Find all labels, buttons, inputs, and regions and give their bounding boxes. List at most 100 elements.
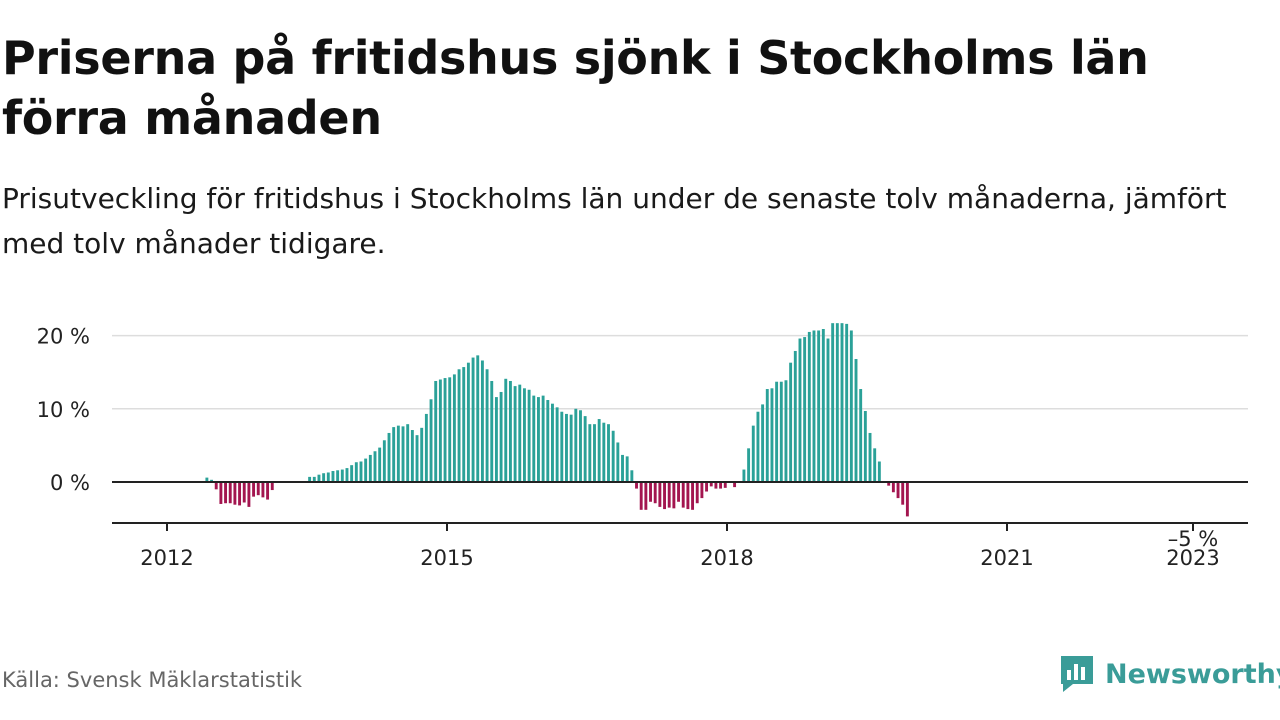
bar [340, 469, 344, 482]
bar [854, 359, 858, 482]
bar [672, 482, 676, 509]
bar [597, 419, 601, 482]
bar [686, 482, 690, 510]
bar [518, 384, 522, 482]
bar [532, 395, 536, 482]
bar [499, 391, 503, 482]
bar [905, 482, 909, 517]
y-tick-label: 20 % [37, 325, 90, 349]
bar [714, 482, 718, 489]
bar [345, 468, 349, 482]
bar [630, 470, 634, 482]
bar [901, 482, 905, 505]
bar [821, 329, 825, 482]
bar [751, 425, 755, 482]
bar [635, 482, 638, 489]
bar [224, 482, 228, 504]
bar [410, 430, 414, 482]
bar [350, 465, 354, 482]
bar [537, 397, 540, 482]
bar [803, 337, 807, 482]
bar [485, 369, 489, 482]
bar [373, 451, 377, 482]
bar [877, 461, 881, 482]
brand-name: Newsworthy [1105, 658, 1280, 690]
bar [308, 476, 312, 482]
bar [812, 330, 816, 482]
bar [695, 482, 699, 504]
chart-subtitle: Prisutveckling för fritidshus i Stockhol… [2, 182, 1227, 260]
bar [826, 338, 830, 482]
y-tick-label: 10 % [37, 398, 90, 422]
bar [639, 482, 643, 510]
bar [359, 461, 363, 482]
bar [415, 435, 419, 482]
bar [396, 425, 400, 482]
bar [261, 482, 265, 498]
bar [807, 331, 811, 482]
bar [863, 410, 867, 482]
newsworthy-logo-icon [1061, 656, 1093, 692]
bar [896, 482, 900, 499]
bar [551, 403, 554, 482]
bar [593, 424, 596, 482]
bar [667, 482, 671, 508]
bar [364, 458, 368, 482]
bar [761, 404, 765, 482]
bar [471, 357, 475, 482]
bar [831, 323, 835, 482]
bar [527, 389, 531, 482]
bar [756, 411, 760, 482]
bar [574, 408, 578, 482]
x-axis-labels: 2012 2015 2018 2021 2023 [140, 546, 1219, 570]
bar [859, 389, 863, 482]
x-axis-ticks [166, 523, 1194, 531]
bar [368, 454, 372, 482]
bar [583, 416, 587, 482]
bar [700, 482, 704, 499]
bar [625, 456, 629, 482]
brand-logo: Newsworthy [1059, 654, 1280, 694]
bar [326, 472, 330, 482]
bar [616, 442, 620, 482]
bar [448, 377, 452, 482]
bar [644, 482, 648, 510]
bar [588, 424, 592, 482]
bar [569, 414, 573, 482]
bar [677, 482, 680, 502]
bar [354, 462, 358, 482]
bar [429, 399, 433, 482]
bar [719, 482, 723, 489]
bar [322, 473, 326, 482]
bar [266, 482, 270, 500]
bar [849, 330, 853, 482]
bar [691, 482, 695, 510]
bar [504, 378, 508, 482]
y-tick-label: 0 % [50, 471, 90, 495]
bar [541, 395, 545, 482]
bar [742, 469, 746, 482]
bar [452, 374, 456, 482]
bar [621, 454, 624, 482]
bar [336, 470, 340, 482]
bar [434, 380, 438, 482]
bar [238, 482, 242, 506]
x-tick-label: 2015 [420, 546, 473, 570]
bar [709, 482, 713, 487]
bar [233, 482, 237, 505]
bar [733, 482, 737, 488]
bar [406, 424, 410, 482]
x-tick-label: 2021 [980, 546, 1033, 570]
bar [798, 338, 802, 482]
bars [205, 323, 909, 517]
bar [466, 362, 470, 482]
bar [565, 413, 568, 482]
bar [317, 474, 321, 482]
bar [401, 426, 405, 482]
bar [490, 380, 494, 482]
bar [653, 482, 657, 504]
bar [840, 323, 844, 482]
bar [312, 476, 316, 482]
bar [242, 482, 246, 503]
bar [210, 479, 213, 482]
